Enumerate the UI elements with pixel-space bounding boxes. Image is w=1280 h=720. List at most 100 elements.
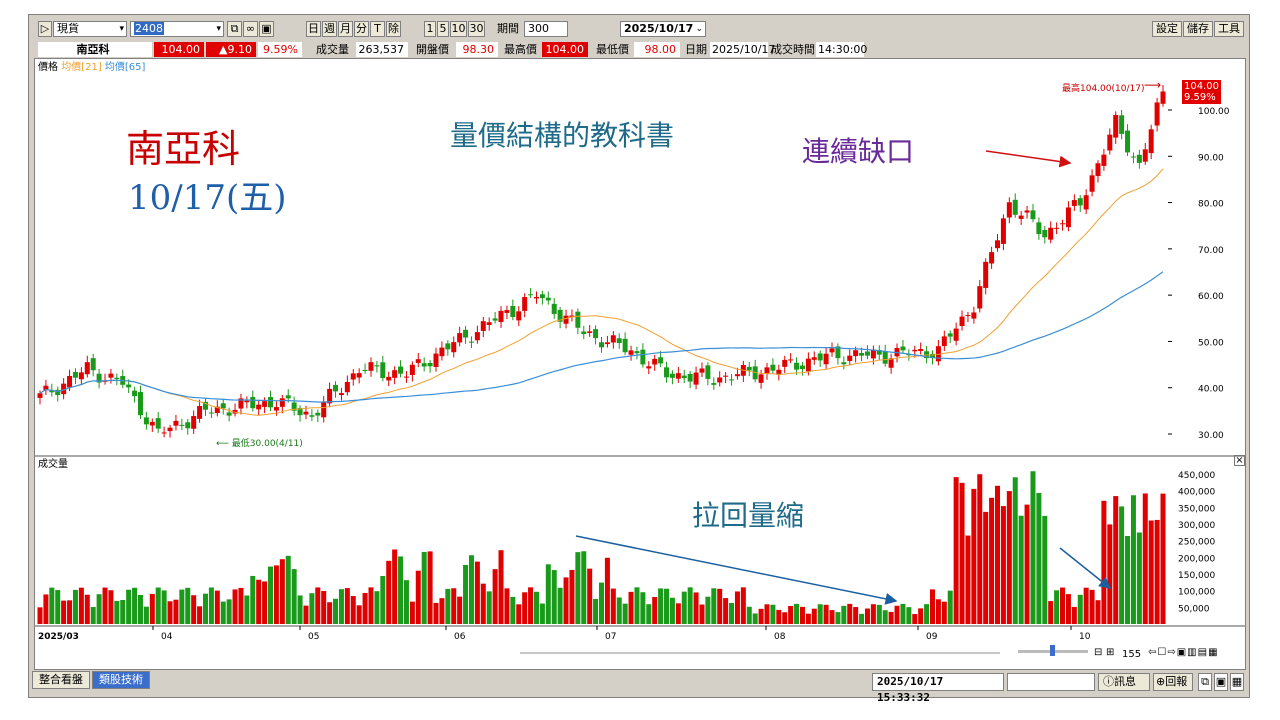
minute-button-0[interactable]: 1: [424, 21, 436, 37]
x-label: 08: [774, 632, 786, 642]
minute-button-3[interactable]: 30: [468, 21, 485, 37]
copy-icon[interactable]: ⧉: [227, 21, 242, 37]
candle-body: [498, 310, 504, 322]
period-button-1[interactable]: 週: [322, 21, 337, 37]
period-input[interactable]: 300: [524, 21, 568, 37]
candle-body: [457, 333, 463, 343]
candle-body: [214, 406, 220, 414]
period-button-0[interactable]: 日: [306, 21, 321, 37]
candle-body: [995, 240, 1001, 249]
volume-bar: [616, 597, 622, 624]
candle-body: [1089, 175, 1095, 192]
volume-bar: [67, 600, 73, 624]
zoom-in-icon[interactable]: ⊞: [1106, 647, 1115, 658]
volume-bar: [262, 581, 268, 624]
candle-body: [711, 383, 717, 385]
candle-body: [693, 372, 699, 385]
candle-body: [1018, 215, 1024, 219]
period-button-4[interactable]: T: [370, 21, 385, 37]
candle-body: [1071, 200, 1077, 206]
candle-body: [599, 342, 604, 348]
volume-bar: [463, 564, 469, 624]
volume-bar: [829, 610, 835, 624]
candle-body: [167, 427, 173, 432]
volume-bar: [924, 604, 930, 624]
window-icon[interactable]: ▣: [259, 21, 274, 37]
x-label: 05: [308, 632, 319, 642]
candle-body: [1042, 229, 1048, 238]
candle-body: [1024, 210, 1030, 213]
candle-body: [522, 297, 528, 311]
news-button[interactable]: ⓘ訊息: [1098, 673, 1150, 691]
zoom-out-icon[interactable]: ⊟: [1094, 647, 1103, 658]
time-value: 14:30:00: [816, 42, 868, 57]
volume-bar: [581, 551, 587, 624]
period-button-5[interactable]: 除: [386, 21, 401, 37]
low-annotation: ⟵ 最低30.00(4/11): [216, 436, 303, 449]
volume-tick: 100,000: [1178, 588, 1215, 598]
candle-body: [569, 315, 575, 318]
candle-body: [403, 376, 409, 378]
toolbar-right-button-2[interactable]: 工具: [1214, 21, 1244, 37]
volume-bar: [1130, 495, 1136, 624]
left-arrow-icon: ⟵: [216, 439, 229, 449]
candle-body: [947, 333, 953, 337]
candle-body: [652, 358, 658, 365]
candle-body: [610, 335, 616, 343]
volume-bar: [805, 613, 811, 624]
window-grid-icon[interactable]: ▦: [1230, 673, 1244, 691]
candle-body: [1113, 114, 1119, 138]
volume-bar: [137, 594, 143, 624]
minute-button-1[interactable]: 5: [437, 21, 449, 37]
date-select[interactable]: 2025/10/17 ⌄: [620, 21, 706, 37]
open-label: 開盤價: [416, 43, 449, 56]
window-cascade-icon[interactable]: ▣: [1214, 673, 1228, 691]
toolbar-right-button-1[interactable]: 儲存: [1183, 21, 1213, 37]
volume-value: 263,537: [356, 42, 408, 57]
candle-body: [72, 372, 78, 378]
close-icon[interactable]: ×: [1234, 455, 1245, 466]
candle-body: [575, 311, 581, 328]
period-button-3[interactable]: 分: [354, 21, 369, 37]
volume-bar: [610, 588, 616, 624]
volume-tick: 300,000: [1178, 521, 1215, 531]
bottom-tab-1[interactable]: 類股技術: [92, 671, 150, 689]
toolbar-right-button-0[interactable]: 設定: [1152, 21, 1182, 37]
nav-icons[interactable]: ⇦☐⇨▣▥▤▦: [1148, 647, 1219, 658]
candle-body: [297, 408, 303, 416]
window-tile-icon[interactable]: ⧉: [1198, 673, 1212, 691]
candle-body: [463, 329, 469, 338]
reply-button[interactable]: ⊕回報: [1153, 673, 1193, 691]
candle-body: [445, 343, 451, 350]
candle-body: [971, 312, 977, 319]
candle-body: [941, 336, 947, 347]
bottom-tab-0[interactable]: 整合看盤: [32, 671, 90, 689]
volume-bar: [362, 592, 368, 624]
zoom-thumb[interactable]: [1050, 645, 1055, 656]
volume-bar: [374, 591, 380, 624]
minute-button-2[interactable]: 10: [450, 21, 467, 37]
candle-body: [433, 353, 439, 367]
volume-bar: [214, 590, 220, 624]
candle-body: [421, 363, 427, 367]
candle-body: [1054, 227, 1060, 229]
candle-body: [321, 401, 327, 418]
volume-bar: [758, 608, 764, 624]
volume-bar: [380, 576, 386, 624]
market-select[interactable]: 現貨 ▾: [53, 21, 127, 37]
volume-bar: [599, 582, 604, 624]
candle-body: [392, 370, 398, 378]
period-button-2[interactable]: 月: [338, 21, 353, 37]
volume-bar: [132, 587, 138, 624]
link-icon[interactable]: ∞: [243, 21, 258, 37]
candle-body: [1148, 129, 1154, 154]
status-input[interactable]: [1007, 673, 1095, 691]
stock-code-input[interactable]: 2408 ▾: [130, 21, 224, 37]
volume-bar: [415, 570, 421, 624]
candle-body: [1130, 156, 1136, 158]
time-scrollbar[interactable]: [520, 652, 1000, 654]
candle-body: [734, 374, 740, 377]
play-button[interactable]: ▷: [38, 21, 52, 37]
candle-body: [723, 375, 729, 377]
